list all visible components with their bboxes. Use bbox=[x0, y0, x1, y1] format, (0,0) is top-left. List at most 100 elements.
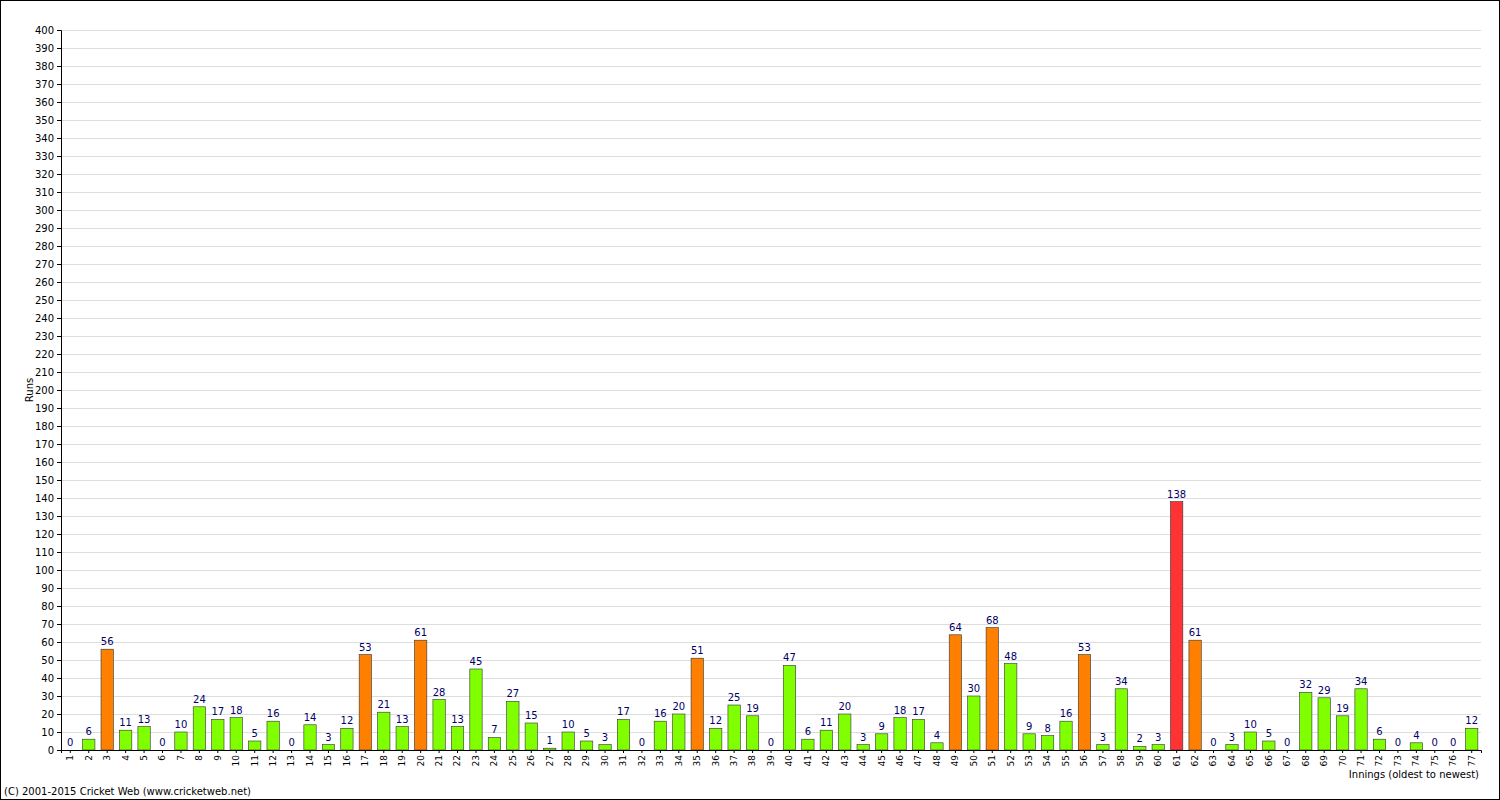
y-tick-mark bbox=[57, 696, 61, 697]
x-tick: 7 bbox=[176, 750, 186, 761]
y-tick-mark bbox=[57, 192, 61, 193]
x-tick: 14 bbox=[305, 750, 315, 766]
x-tick-label: 47 bbox=[913, 755, 923, 766]
data-labels: 0656111301024171851601431253211361281345… bbox=[67, 489, 1478, 748]
data-label: 61 bbox=[1189, 627, 1202, 638]
data-label: 4 bbox=[1413, 730, 1419, 741]
data-label: 21 bbox=[377, 699, 390, 710]
x-tick-label: 56 bbox=[1079, 755, 1089, 767]
x-tick: 60 bbox=[1153, 750, 1163, 766]
y-tick-mark bbox=[57, 444, 61, 445]
y-tick: 160 bbox=[35, 457, 61, 468]
x-tick-mark bbox=[936, 750, 937, 753]
x-tick-mark bbox=[900, 750, 901, 753]
bar bbox=[1355, 689, 1367, 750]
x-tick-label: 39 bbox=[766, 755, 776, 767]
y-tick: 40 bbox=[41, 673, 61, 684]
data-label: 0 bbox=[1450, 737, 1456, 748]
data-label: 3 bbox=[325, 732, 331, 743]
x-tick-label: 42 bbox=[821, 755, 831, 766]
x-tick-label: 9 bbox=[213, 755, 223, 761]
x-tick-mark bbox=[1195, 750, 1196, 753]
data-label: 17 bbox=[617, 706, 630, 717]
y-tick: 210 bbox=[35, 367, 61, 378]
y-tick: 150 bbox=[35, 475, 61, 486]
y-tick: 100 bbox=[35, 565, 61, 576]
y-axis-line bbox=[57, 31, 62, 751]
data-label: 14 bbox=[304, 712, 317, 723]
data-label: 9 bbox=[878, 721, 884, 732]
grid-line bbox=[61, 480, 1481, 481]
x-tick: 9 bbox=[213, 750, 223, 761]
x-tick-label: 45 bbox=[877, 755, 887, 766]
data-label: 10 bbox=[1244, 719, 1257, 730]
y-tick-label: 200 bbox=[35, 385, 54, 396]
y-tick-label: 170 bbox=[35, 439, 54, 450]
x-tick-label: 63 bbox=[1208, 755, 1218, 766]
y-tick: 270 bbox=[35, 259, 61, 270]
x-tick: 5 bbox=[139, 750, 149, 761]
data-label: 16 bbox=[267, 708, 280, 719]
y-tick-label: 190 bbox=[35, 403, 54, 414]
data-label: 12 bbox=[341, 715, 354, 726]
bar bbox=[488, 737, 500, 750]
x-tick-label: 54 bbox=[1042, 755, 1052, 767]
data-label: 10 bbox=[562, 719, 575, 730]
y-tick-mark bbox=[57, 732, 61, 733]
x-tick-mark bbox=[1029, 750, 1030, 753]
data-label: 1 bbox=[547, 735, 553, 746]
data-label: 3 bbox=[1155, 732, 1161, 743]
x-tick: 11 bbox=[250, 750, 260, 766]
x-tick-mark bbox=[734, 750, 735, 753]
y-tick: 340 bbox=[35, 133, 61, 144]
x-tick: 61 bbox=[1172, 750, 1182, 766]
x-tick-mark bbox=[88, 750, 89, 753]
bar bbox=[562, 732, 574, 750]
x-tick-mark bbox=[125, 750, 126, 753]
x-tick-mark bbox=[1361, 750, 1362, 753]
y-tick-mark bbox=[57, 264, 61, 265]
x-tick: 17 bbox=[360, 750, 370, 766]
y-tick-label: 0 bbox=[48, 745, 54, 756]
x-tick-mark bbox=[697, 750, 698, 753]
data-label: 0 bbox=[1395, 737, 1401, 748]
y-axis: 0102030405060708090100110120130140150160… bbox=[35, 25, 62, 756]
data-label: 53 bbox=[1078, 642, 1091, 653]
x-tick-mark bbox=[660, 750, 661, 753]
data-label: 0 bbox=[159, 737, 165, 748]
y-tick-label: 80 bbox=[41, 601, 54, 612]
bar bbox=[1300, 692, 1312, 750]
x-tick: 45 bbox=[877, 750, 887, 766]
bar bbox=[580, 741, 592, 750]
x-tick: 70 bbox=[1337, 750, 1347, 766]
x-tick-label: 7 bbox=[176, 755, 186, 761]
data-label: 6 bbox=[1376, 726, 1382, 737]
y-tick: 190 bbox=[35, 403, 61, 414]
x-tick: 66 bbox=[1264, 750, 1274, 766]
x-tick-label: 67 bbox=[1282, 755, 1292, 766]
y-tick-label: 210 bbox=[35, 367, 54, 378]
y-tick-mark bbox=[57, 426, 61, 427]
bar bbox=[820, 730, 832, 750]
y-tick-mark bbox=[57, 624, 61, 625]
x-tick-label: 3 bbox=[102, 755, 112, 761]
y-tick-label: 140 bbox=[35, 493, 54, 504]
x-tick: 48 bbox=[932, 750, 942, 766]
y-tick-label: 310 bbox=[35, 187, 54, 198]
bar bbox=[451, 727, 463, 750]
bar bbox=[396, 727, 408, 750]
y-tick-mark bbox=[57, 498, 61, 499]
x-tick-label: 53 bbox=[1024, 755, 1034, 766]
grid-line bbox=[61, 444, 1481, 445]
x-tick-mark bbox=[144, 750, 145, 753]
data-label: 11 bbox=[119, 717, 132, 728]
x-tick: 24 bbox=[489, 750, 499, 766]
bar bbox=[710, 728, 722, 750]
y-tick: 110 bbox=[35, 547, 61, 558]
bar bbox=[525, 723, 537, 750]
x-tick-mark bbox=[568, 750, 569, 753]
bar bbox=[986, 628, 998, 750]
x-tick: 34 bbox=[674, 750, 684, 766]
x-tick-mark bbox=[1379, 750, 1380, 753]
x-tick-mark bbox=[881, 750, 882, 753]
